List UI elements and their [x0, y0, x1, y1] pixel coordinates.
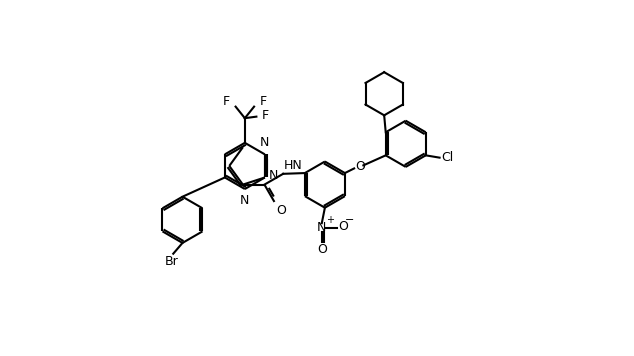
Text: F: F: [223, 95, 230, 108]
Text: HN: HN: [284, 159, 302, 172]
Text: N: N: [240, 194, 249, 208]
Text: O: O: [356, 161, 366, 173]
Text: O: O: [318, 243, 328, 256]
Text: N: N: [317, 221, 327, 234]
Text: −: −: [345, 215, 354, 225]
Text: Cl: Cl: [441, 151, 453, 164]
Text: N: N: [259, 136, 269, 149]
Text: O: O: [339, 220, 349, 234]
Text: O: O: [276, 204, 286, 217]
Text: N: N: [269, 169, 278, 182]
Text: Br: Br: [165, 255, 179, 268]
Text: +: +: [326, 215, 333, 225]
Text: F: F: [259, 95, 267, 108]
Text: F: F: [262, 109, 269, 122]
